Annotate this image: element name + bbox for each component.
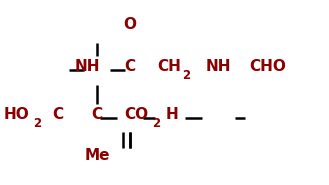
Text: 2: 2 [33,117,41,130]
Text: CHO: CHO [250,59,287,74]
Text: Me: Me [84,148,110,163]
Text: 2: 2 [152,117,160,130]
Text: C: C [91,107,103,122]
Text: H: H [165,107,178,122]
Text: 2: 2 [182,69,190,82]
Text: NH: NH [74,59,100,74]
Text: CO: CO [124,107,149,122]
Text: O: O [123,16,137,32]
Text: CH: CH [158,59,181,74]
Text: C: C [52,107,63,122]
Text: NH: NH [206,59,232,74]
Text: C: C [124,59,136,74]
Text: HO: HO [4,107,29,122]
